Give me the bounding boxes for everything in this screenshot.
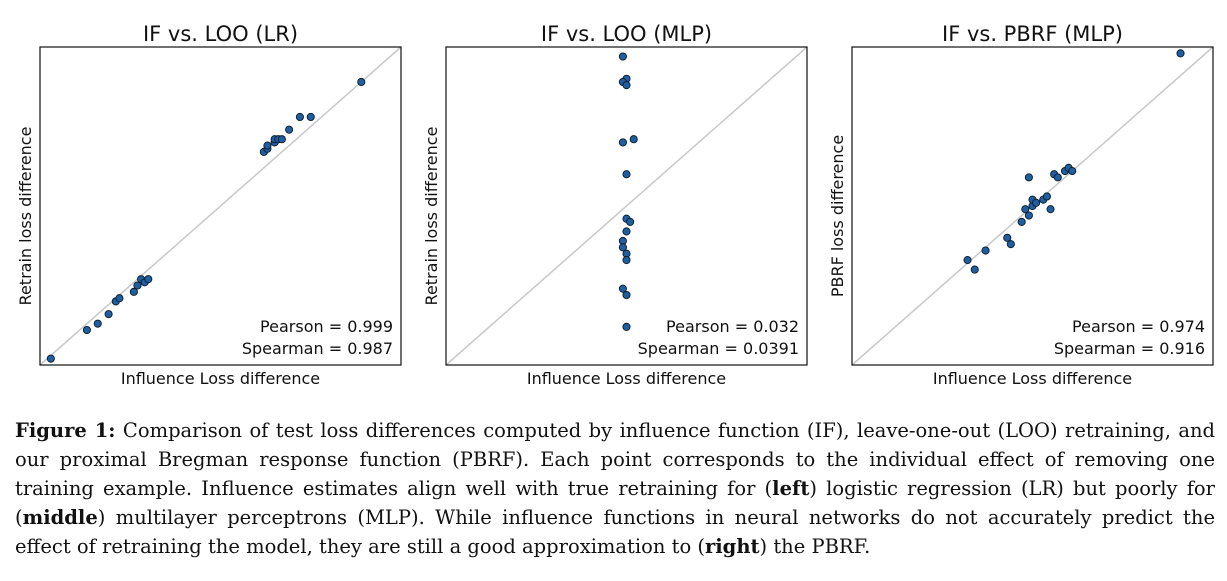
data-point-1-18 xyxy=(277,135,286,144)
data-point-2-10 xyxy=(622,227,631,236)
data-point-1-11 xyxy=(144,275,153,284)
data-point-1-2 xyxy=(82,325,91,335)
data-point-3-21 xyxy=(1176,49,1185,58)
chart-title-3: IF vs. PBRF (MLP) xyxy=(942,22,1123,46)
data-point-1-21 xyxy=(306,112,315,122)
caption-bold-middle: middle xyxy=(22,506,98,529)
chart-title-1: IF vs. LOO (LR) xyxy=(143,22,298,46)
data-point-1-4 xyxy=(104,310,113,319)
spearman-stat-1: Spearman = 0.987 xyxy=(242,339,393,358)
data-point-2-1 xyxy=(618,52,627,61)
data-point-3-14 xyxy=(1024,173,1033,182)
data-point-3-2 xyxy=(970,265,979,274)
data-point-3-17 xyxy=(1053,173,1062,182)
data-point-3-1 xyxy=(963,256,972,265)
data-point-1-20 xyxy=(295,112,304,122)
caption-text-1: Comparison of test loss differences comp… xyxy=(15,419,1215,500)
data-point-3-15 xyxy=(1042,192,1051,201)
data-point-2-6 xyxy=(629,135,638,144)
y-axis-label-2: Retrain loss difference xyxy=(422,127,441,306)
data-point-3-13 xyxy=(1046,205,1055,214)
caption-label: Figure 1: xyxy=(15,419,116,442)
figure: IF vs. LOO (LR) Influence Loss difference… xyxy=(16,22,1214,388)
data-point-3-7 xyxy=(1021,205,1030,214)
data-point-3-4 xyxy=(1003,233,1012,242)
data-point-3-6 xyxy=(1017,217,1026,226)
data-point-1-3 xyxy=(93,319,102,328)
data-point-2-17 xyxy=(622,322,631,331)
data-point-3-8 xyxy=(1024,211,1033,220)
pearson-stat-1: Pearson = 0.999 xyxy=(260,317,393,336)
diagonal-line-2 xyxy=(445,46,808,366)
spearman-stat-3: Spearman = 0.916 xyxy=(1054,339,1205,358)
data-point-3-5 xyxy=(1006,240,1015,249)
data-point-3-11 xyxy=(1032,198,1041,207)
chart-title-2: IF vs. LOO (MLP) xyxy=(541,22,712,46)
data-point-2-14 xyxy=(622,256,631,265)
data-point-1-6 xyxy=(115,294,124,303)
plot-frame-3 xyxy=(851,46,1214,366)
spearman-stat-2: Spearman = 0.0391 xyxy=(638,339,799,358)
x-axis-label-2: Influence Loss difference xyxy=(527,369,726,388)
data-point-2-15 xyxy=(618,284,627,293)
caption-bold-right: right xyxy=(705,535,760,558)
caption-text-3: ) multilayer perceptrons (MLP). While in… xyxy=(15,506,1215,558)
x-axis-label-3: Influence Loss difference xyxy=(933,369,1132,388)
data-point-2-16 xyxy=(622,290,631,300)
data-point-1-8 xyxy=(133,281,142,290)
caption-bold-left: left xyxy=(772,477,810,500)
data-point-1-19 xyxy=(285,125,294,134)
figure-caption: Figure 1: Comparison of test loss differ… xyxy=(15,416,1215,561)
x-axis-label-1: Influence Loss difference xyxy=(121,369,320,388)
data-point-1-1 xyxy=(46,354,55,363)
data-point-1-7 xyxy=(129,287,138,296)
y-axis-label-3: PBRF loss difference xyxy=(828,135,847,297)
pearson-stat-2: Pearson = 0.032 xyxy=(666,317,799,336)
caption-text-2: ) logistic regression (LR) but poorly fo… xyxy=(15,477,1215,529)
caption-text-4: ) the PBRF. xyxy=(759,535,871,558)
data-point-2-12 xyxy=(618,243,627,252)
pearson-stat-3: Pearson = 0.974 xyxy=(1072,317,1205,336)
plot-frame-2 xyxy=(445,46,808,366)
data-point-2-5 xyxy=(618,138,627,147)
data-point-2-9 xyxy=(626,217,635,226)
data-point-3-20 xyxy=(1068,166,1077,176)
diagonal-line-1 xyxy=(39,46,402,366)
data-point-2-4 xyxy=(622,81,631,90)
data-point-2-7 xyxy=(622,170,631,179)
data-point-1-14 xyxy=(263,141,272,150)
data-point-1-22 xyxy=(357,77,366,87)
data-point-3-3 xyxy=(981,246,990,255)
y-axis-label-1: Retrain loss difference xyxy=(16,127,35,306)
plot-frame-1 xyxy=(39,46,402,366)
